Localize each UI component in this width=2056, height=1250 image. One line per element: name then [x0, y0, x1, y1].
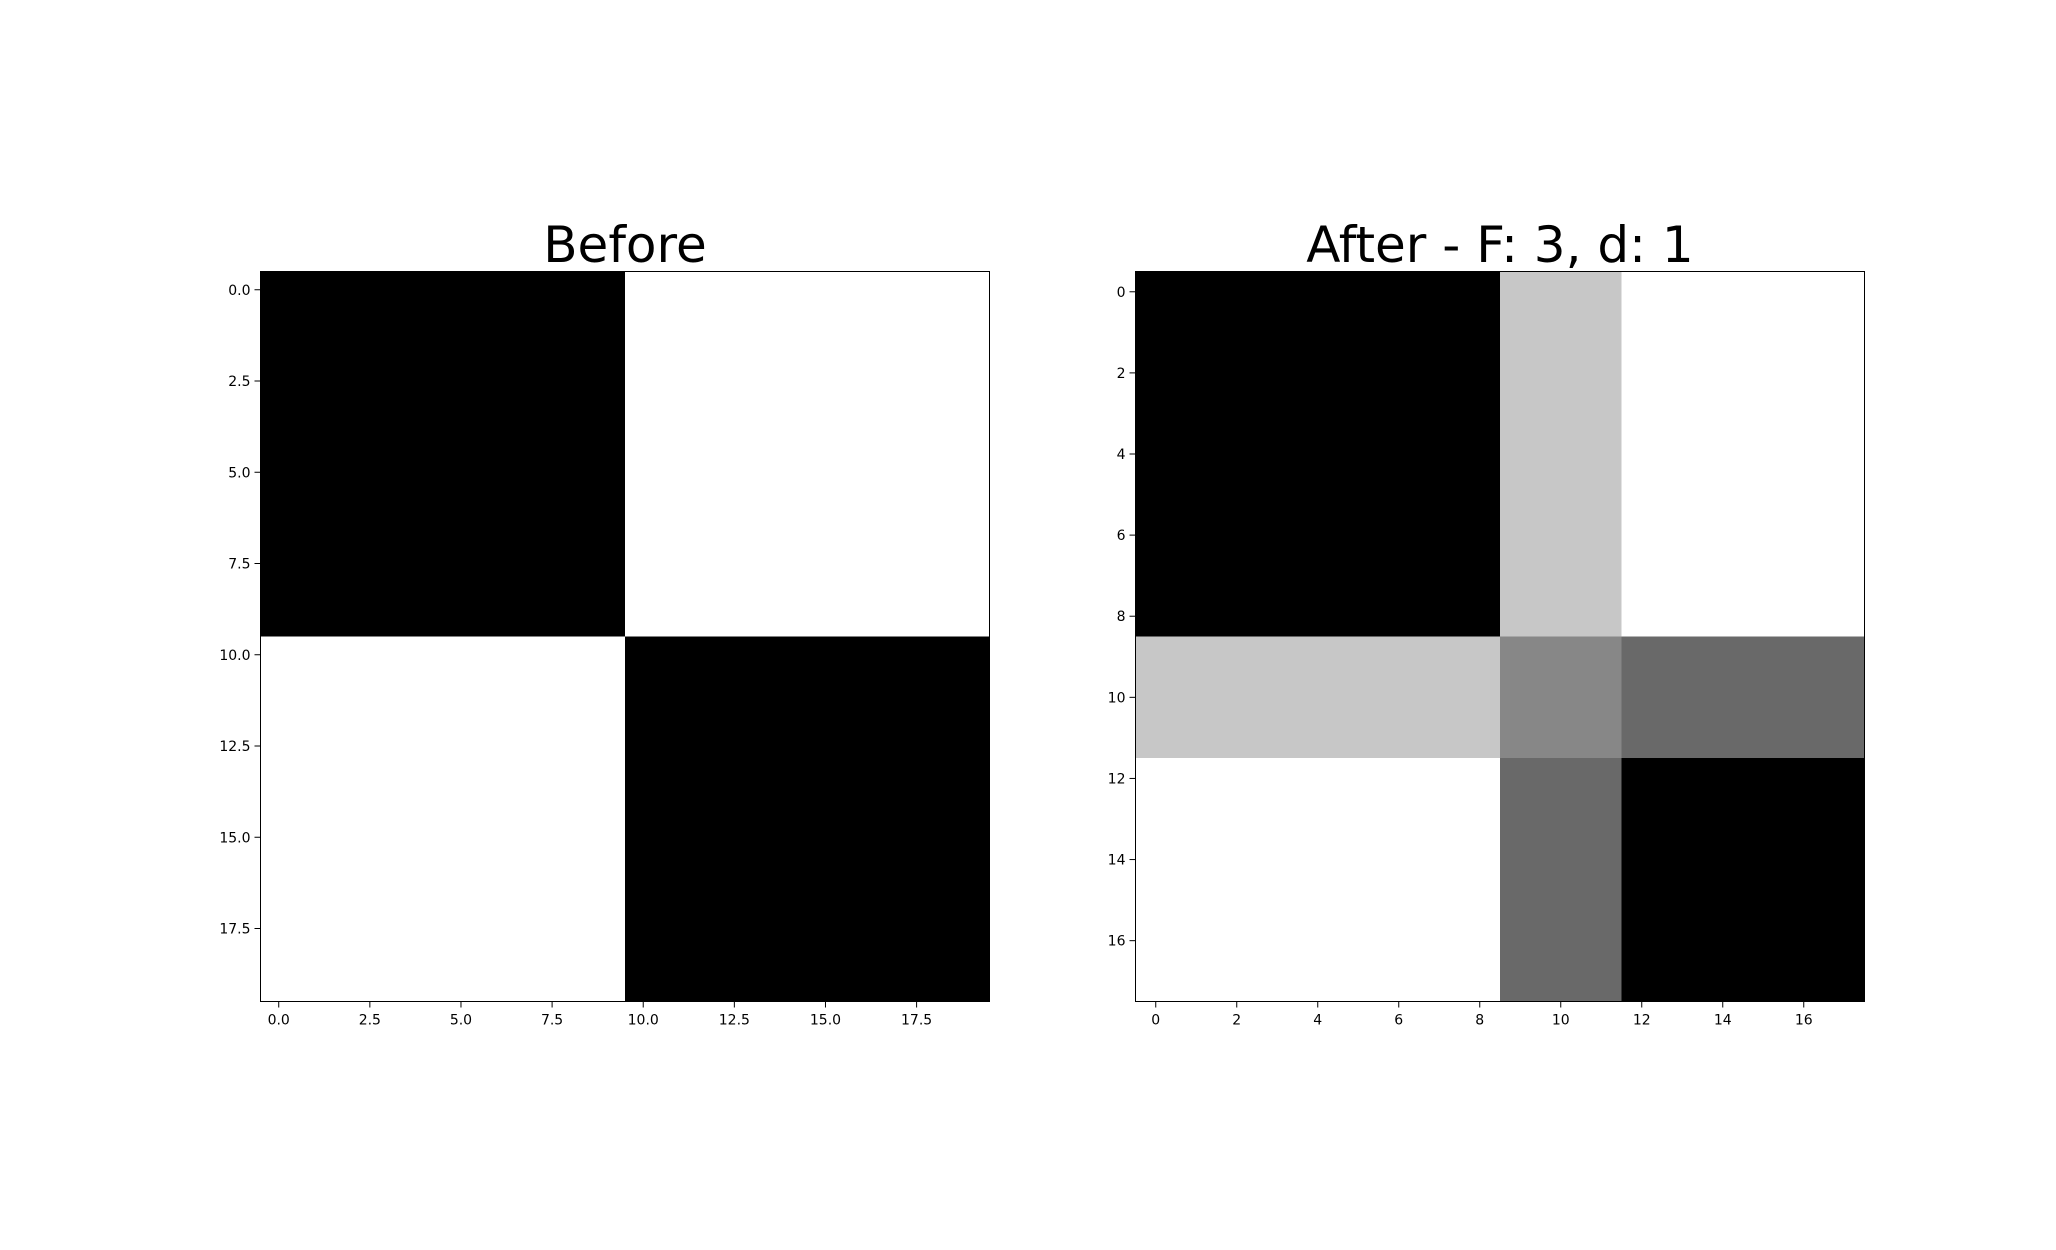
y-tick-label-after: 6 — [1117, 528, 1126, 544]
y-tick-label-after: 0 — [1117, 285, 1126, 301]
heatmap-before — [260, 271, 990, 1002]
x-tick-label-after: 10 — [1552, 1013, 1570, 1029]
heatmap-block-before-2 — [260, 636, 625, 1002]
x-tick-label-before: 10.0 — [628, 1013, 659, 1029]
heatmap-block-after-6 — [1135, 758, 1500, 1002]
y-tick-label-before: 0.0 — [228, 283, 250, 299]
x-tick-label-before: 12.5 — [719, 1013, 750, 1029]
x-tick-label-before: 17.5 — [901, 1013, 932, 1029]
y-tick-label-after: 4 — [1117, 447, 1126, 463]
y-tick-label-before: 5.0 — [228, 465, 250, 481]
panel-before: Before 0.0 2.5 5.0 7.5 10.0 12.5 15.0 17.5 0.0 2.… — [219, 216, 990, 1029]
axes-frame-after — [1135, 271, 1865, 1002]
axes-frame-before — [260, 271, 990, 1002]
y-tick-label-after: 2 — [1117, 366, 1126, 382]
heatmap-after — [1135, 271, 1865, 1002]
x-tick-label-after: 8 — [1475, 1013, 1484, 1029]
x-tick-label-after: 4 — [1313, 1013, 1322, 1029]
x-tick-label-before: 7.5 — [541, 1013, 563, 1029]
heatmap-block-after-4 — [1500, 636, 1622, 759]
y-tick-label-after: 8 — [1117, 609, 1126, 625]
x-tick-label-after: 0 — [1151, 1013, 1160, 1029]
y-tick-label-after: 14 — [1108, 853, 1126, 869]
heatmap-block-after-5 — [1621, 636, 1865, 759]
heatmap-block-after-0 — [1135, 271, 1500, 637]
x-tick-label-before: 0.0 — [268, 1013, 290, 1029]
y-tick-label-before: 17.5 — [219, 922, 250, 938]
heatmap-block-after-3 — [1135, 636, 1500, 759]
y-tick-label-before: 12.5 — [219, 739, 250, 755]
axes-ticks-before: 0.0 2.5 5.0 7.5 10.0 12.5 15.0 17.5 0.0 2.5 5.0 7.5… — [219, 283, 932, 1029]
x-tick-label-before: 2.5 — [359, 1013, 381, 1029]
heatmap-block-after-7 — [1500, 758, 1622, 1002]
x-tick-label-before: 5.0 — [450, 1013, 472, 1029]
x-tick-label-after: 12 — [1633, 1013, 1651, 1029]
heatmap-block-after-8 — [1621, 758, 1865, 1002]
x-tick-label-before: 15.0 — [810, 1013, 841, 1029]
y-tick-label-after: 10 — [1108, 690, 1126, 706]
heatmap-block-after-1 — [1500, 271, 1622, 637]
heatmap-block-before-0 — [260, 271, 625, 637]
heatmap-block-before-3 — [625, 636, 990, 1002]
title-before: Before — [543, 216, 706, 274]
axes-ticks-after: 0 2 4 6 8 10 12 14 16 0 2 4 6 8 10 12 14 16 — [1108, 285, 1813, 1029]
y-tick-label-before: 10.0 — [219, 648, 250, 664]
x-tick-label-after: 6 — [1394, 1013, 1403, 1029]
x-tick-label-after: 2 — [1232, 1013, 1241, 1029]
heatmap-block-after-2 — [1621, 271, 1865, 637]
y-tick-label-before: 7.5 — [228, 557, 250, 573]
title-after: After - F: 3, d: 1 — [1306, 216, 1693, 274]
x-tick-label-after: 14 — [1714, 1013, 1732, 1029]
x-tick-label-after: 16 — [1795, 1013, 1813, 1029]
y-tick-label-before: 15.0 — [219, 830, 250, 846]
y-tick-label-after: 12 — [1108, 771, 1126, 787]
heatmap-block-before-1 — [625, 271, 990, 637]
panel-after: After - F: 3, d: 1 0 2 4 6 8 10 12 14 16 0 2 4 6 8 10 1… — [1108, 216, 1865, 1029]
y-tick-label-before: 2.5 — [228, 374, 250, 390]
y-tick-label-after: 16 — [1108, 934, 1126, 950]
